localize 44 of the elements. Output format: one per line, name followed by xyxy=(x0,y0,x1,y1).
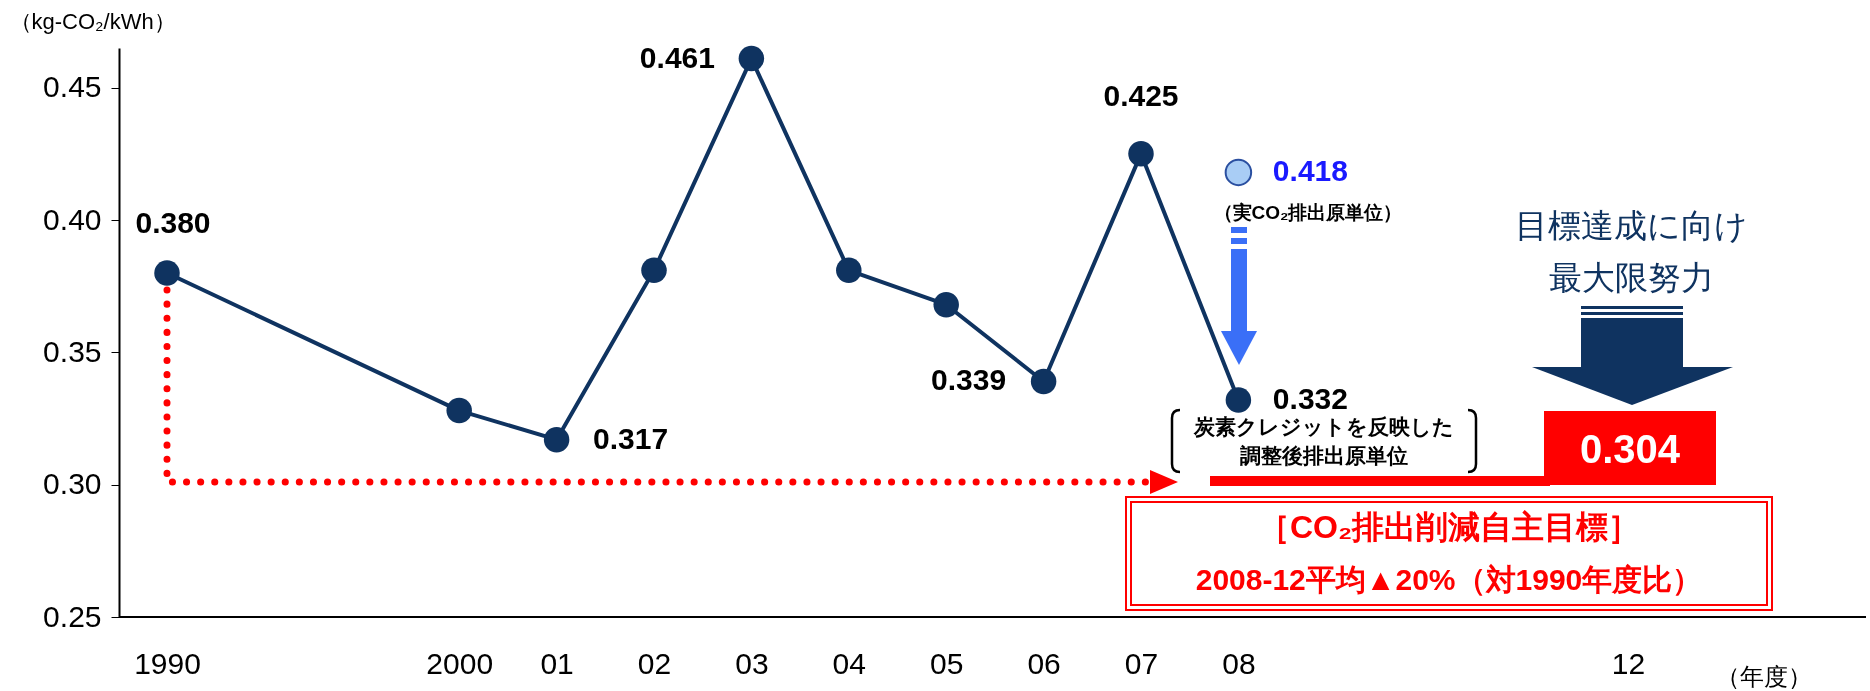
y-axis-title: （kg-CO₂/kWh） xyxy=(9,8,176,34)
annotation: 最大限努力 xyxy=(1548,258,1714,296)
point xyxy=(543,426,570,453)
annotation: ［CO₂排出削減自主目標］ xyxy=(1257,509,1641,545)
point xyxy=(641,257,667,284)
point xyxy=(836,257,862,284)
point xyxy=(154,260,180,286)
y-tick-label: 0.40 xyxy=(43,202,102,236)
x-tick-label: 1990 xyxy=(134,646,201,680)
x-tick-label: 04 xyxy=(832,646,866,680)
x-tick-label: 01 xyxy=(540,646,574,680)
point xyxy=(933,291,959,318)
y-tick-label: 0.25 xyxy=(43,599,102,633)
data-label: 0.425 xyxy=(1103,78,1179,112)
data-label: 0.332 xyxy=(1272,381,1348,415)
y-tick-label: 0.35 xyxy=(43,334,102,368)
data-label: 0.418 xyxy=(1272,154,1348,188)
point xyxy=(1128,141,1154,167)
annotation: 調整後排出原単位 xyxy=(1240,443,1408,467)
point xyxy=(1030,368,1057,395)
annotation: 2008-12平均▲20%（対1990年度比） xyxy=(1195,563,1703,596)
x-tick-label: 03 xyxy=(735,646,769,680)
data-label: 0.317 xyxy=(593,421,669,455)
point xyxy=(446,397,472,424)
data-label: 0.461 xyxy=(639,40,715,74)
point xyxy=(738,45,765,72)
annotation: 0.304 xyxy=(1579,427,1681,471)
x-tick-label: 12 xyxy=(1611,646,1646,680)
x-tick-label: 05 xyxy=(930,646,964,680)
annotation: （実CO₂排出原単位） xyxy=(1213,201,1403,223)
annotation: 目標達成に向け xyxy=(1514,206,1748,244)
annotation: 炭素クレジットを反映した xyxy=(1194,414,1454,438)
x-tick-label: 02 xyxy=(637,646,672,680)
x-tick-label: 07 xyxy=(1124,646,1159,680)
x-tick-label: 2000 xyxy=(426,646,494,680)
point xyxy=(1224,158,1253,187)
data-label: 0.380 xyxy=(135,205,211,239)
y-tick-label: 0.45 xyxy=(43,70,102,104)
x-tick-label: 08 xyxy=(1222,646,1256,680)
y-tick-label: 0.30 xyxy=(43,467,102,501)
x-axis-title: （年度） xyxy=(1715,662,1812,690)
x-tick-label: 06 xyxy=(1027,646,1061,680)
data-label: 0.339 xyxy=(931,363,1007,397)
point xyxy=(1225,387,1252,413)
